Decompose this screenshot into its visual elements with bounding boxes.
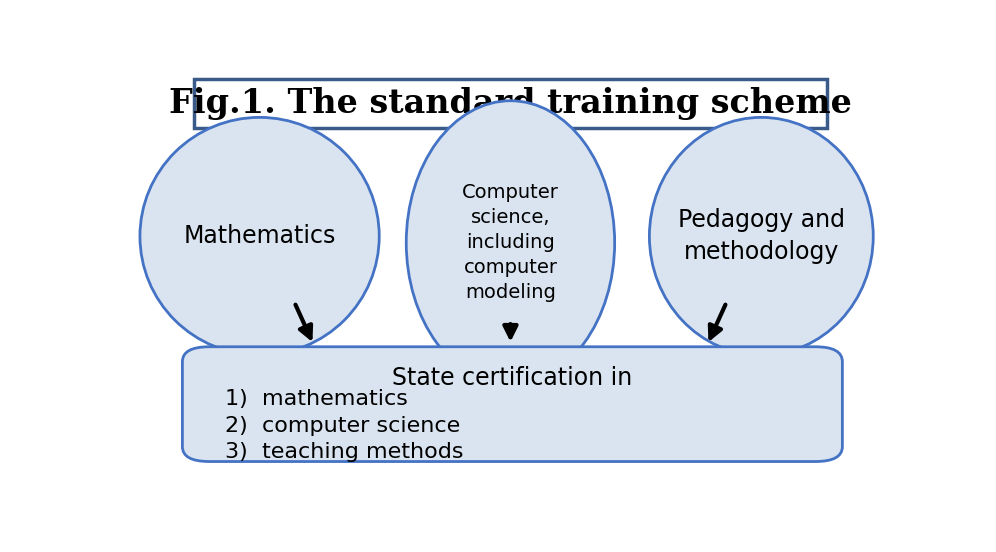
Ellipse shape — [140, 118, 379, 355]
FancyBboxPatch shape — [194, 79, 827, 128]
Text: Pedagogy and
methodology: Pedagogy and methodology — [678, 209, 845, 264]
Ellipse shape — [649, 118, 873, 355]
FancyBboxPatch shape — [182, 347, 843, 461]
Text: 2)  computer science: 2) computer science — [225, 416, 460, 436]
Text: State certification in: State certification in — [392, 366, 632, 390]
Text: 1)  mathematics: 1) mathematics — [225, 389, 407, 409]
Ellipse shape — [406, 101, 615, 385]
Text: Fig.1. The standard training scheme: Fig.1. The standard training scheme — [169, 87, 852, 120]
Text: Mathematics: Mathematics — [183, 224, 336, 248]
Text: 3)  teaching methods: 3) teaching methods — [225, 442, 463, 462]
Text: Computer
science,
including
computer
modeling: Computer science, including computer mod… — [462, 183, 559, 302]
